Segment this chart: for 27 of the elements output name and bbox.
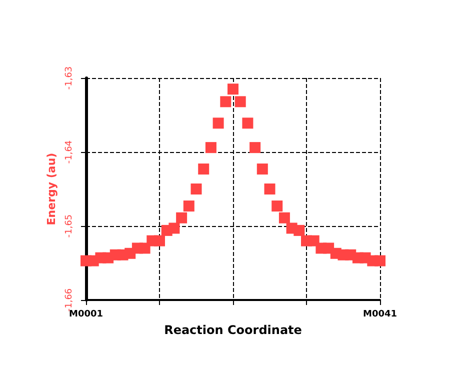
y-tick-label: -1,64 [64, 140, 74, 164]
point [154, 235, 165, 246]
point [212, 118, 224, 129]
point [278, 212, 290, 224]
point [256, 164, 268, 175]
point [242, 118, 254, 129]
y-axis-title: Energy (au) [45, 152, 58, 226]
point [228, 84, 238, 95]
point [176, 212, 188, 224]
point [294, 224, 305, 236]
y-tick-label: -1,65 [64, 214, 74, 238]
point [205, 142, 216, 154]
point [220, 96, 232, 108]
point [234, 96, 246, 108]
x-axis-title: Reaction Coordinate [164, 322, 302, 337]
point [168, 222, 180, 234]
y-tick-label: -1,63 [64, 66, 74, 90]
point [374, 255, 386, 266]
point [264, 184, 276, 194]
point [198, 164, 210, 175]
x-tick-label: M0041 [362, 310, 398, 320]
point [183, 200, 194, 212]
x-tick-label: M0001 [68, 310, 104, 320]
point [250, 142, 261, 154]
point [272, 200, 283, 212]
point [190, 184, 202, 194]
y-tick-label: -1,66 [64, 288, 74, 312]
